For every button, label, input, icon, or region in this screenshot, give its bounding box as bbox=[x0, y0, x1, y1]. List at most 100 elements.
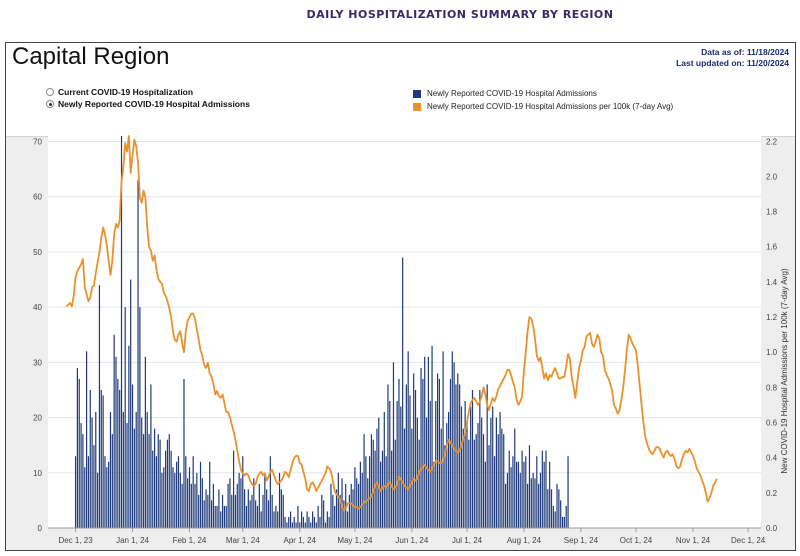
admissions-bar[interactable] bbox=[508, 450, 510, 528]
admissions-bar[interactable] bbox=[313, 516, 316, 528]
admissions-bar[interactable] bbox=[438, 378, 441, 528]
admissions-bar[interactable] bbox=[332, 494, 334, 528]
admissions-bar[interactable] bbox=[528, 445, 531, 528]
admissions-bar[interactable] bbox=[525, 456, 527, 528]
admissions-bar[interactable] bbox=[323, 500, 325, 528]
admissions-bar[interactable] bbox=[534, 478, 536, 528]
admissions-bar[interactable] bbox=[153, 428, 156, 528]
admissions-bar[interactable] bbox=[256, 505, 259, 528]
admissions-bar[interactable] bbox=[216, 505, 218, 528]
admissions-bar[interactable] bbox=[271, 494, 273, 528]
admissions-bar[interactable] bbox=[427, 356, 429, 528]
admissions-bar[interactable] bbox=[459, 384, 461, 528]
admissions-bar[interactable] bbox=[135, 412, 137, 528]
admissions-bar[interactable] bbox=[93, 445, 95, 528]
admissions-bar[interactable] bbox=[185, 456, 187, 528]
admissions-bar[interactable] bbox=[482, 434, 485, 528]
admissions-bar[interactable] bbox=[128, 345, 130, 528]
admissions-bar[interactable] bbox=[236, 483, 238, 528]
admissions-bar[interactable] bbox=[225, 505, 227, 528]
admissions-bar[interactable] bbox=[212, 483, 214, 528]
admissions-bar[interactable] bbox=[339, 494, 341, 528]
admissions-bar[interactable] bbox=[286, 522, 288, 528]
admissions-bar[interactable] bbox=[554, 511, 556, 528]
admissions-bar[interactable] bbox=[201, 478, 203, 528]
admissions-bar[interactable] bbox=[130, 279, 132, 528]
admissions-bar[interactable] bbox=[464, 401, 466, 528]
admissions-bar[interactable] bbox=[523, 461, 525, 528]
admissions-bar[interactable] bbox=[137, 180, 139, 529]
admissions-bar[interactable] bbox=[365, 456, 367, 528]
admissions-bar[interactable] bbox=[517, 461, 520, 528]
admissions-bar[interactable] bbox=[74, 456, 77, 528]
admissions-bar[interactable] bbox=[131, 384, 134, 528]
admissions-bar[interactable] bbox=[370, 434, 373, 528]
admissions-bar[interactable] bbox=[471, 389, 474, 528]
admissions-bar[interactable] bbox=[561, 516, 564, 528]
admissions-bar[interactable] bbox=[539, 472, 542, 528]
admissions-bar[interactable] bbox=[234, 494, 237, 528]
admissions-bar[interactable] bbox=[343, 500, 345, 528]
admissions-bar[interactable] bbox=[383, 412, 385, 528]
admissions-bar[interactable] bbox=[492, 406, 494, 528]
admissions-bar[interactable] bbox=[220, 511, 222, 528]
admissions-bar[interactable] bbox=[168, 434, 170, 528]
admissions-bar[interactable] bbox=[166, 439, 169, 528]
admissions-bar[interactable] bbox=[335, 489, 338, 528]
admissions-bar[interactable] bbox=[506, 472, 509, 528]
admissions-bar[interactable] bbox=[449, 378, 452, 528]
admissions-bar[interactable] bbox=[481, 417, 483, 528]
admissions-bar[interactable] bbox=[221, 494, 224, 528]
admissions-bar[interactable] bbox=[499, 412, 501, 528]
admissions-bar[interactable] bbox=[519, 472, 521, 528]
admissions-bar[interactable] bbox=[380, 461, 382, 528]
admissions-bar[interactable] bbox=[304, 522, 306, 528]
radio-button-icon[interactable] bbox=[46, 88, 54, 96]
admissions-bar[interactable] bbox=[214, 505, 216, 528]
admissions-bar[interactable] bbox=[416, 417, 418, 528]
admissions-bar[interactable] bbox=[558, 489, 560, 528]
admissions-bar[interactable] bbox=[142, 434, 145, 528]
admissions-bar[interactable] bbox=[306, 511, 308, 528]
admissions-bar[interactable] bbox=[455, 384, 457, 528]
admissions-bar[interactable] bbox=[139, 307, 141, 528]
admissions-bar[interactable] bbox=[80, 423, 82, 528]
admissions-bar[interactable] bbox=[210, 500, 213, 528]
admissions-bar[interactable] bbox=[122, 412, 124, 528]
admissions-bar[interactable] bbox=[119, 389, 121, 528]
admissions-bar[interactable] bbox=[104, 456, 106, 528]
admissions-bar[interactable] bbox=[289, 511, 292, 528]
admissions-bar[interactable] bbox=[91, 417, 93, 528]
admissions-bar[interactable] bbox=[163, 467, 165, 528]
admissions-bar[interactable] bbox=[78, 378, 80, 528]
admissions-bar[interactable] bbox=[337, 472, 339, 528]
admissions-bar[interactable] bbox=[98, 285, 101, 528]
admissions-bar[interactable] bbox=[174, 472, 176, 528]
admissions-bar[interactable] bbox=[429, 401, 431, 528]
admissions-bar[interactable] bbox=[486, 384, 488, 528]
admissions-bar[interactable] bbox=[549, 461, 551, 528]
admissions-bar[interactable] bbox=[187, 478, 189, 528]
admissions-bar[interactable] bbox=[402, 257, 404, 528]
admissions-bar[interactable] bbox=[157, 434, 159, 528]
admissions-bar[interactable] bbox=[374, 450, 376, 528]
admissions-bar[interactable] bbox=[264, 472, 266, 528]
admissions-bar[interactable] bbox=[299, 522, 301, 528]
admissions-bar[interactable] bbox=[510, 467, 512, 528]
admissions-bar[interactable] bbox=[409, 395, 411, 528]
admissions-bar[interactable] bbox=[183, 378, 185, 528]
admissions-bar[interactable] bbox=[179, 472, 181, 528]
admissions-bar[interactable] bbox=[146, 412, 148, 528]
admissions-bar[interactable] bbox=[512, 456, 514, 528]
admissions-bar[interactable] bbox=[245, 505, 248, 528]
admissions-bar[interactable] bbox=[319, 516, 321, 528]
admissions-bar[interactable] bbox=[155, 456, 158, 528]
admissions-bar[interactable] bbox=[170, 450, 172, 528]
admissions-bar[interactable] bbox=[282, 494, 284, 528]
admissions-bar[interactable] bbox=[448, 412, 450, 528]
admissions-bar[interactable] bbox=[242, 456, 244, 528]
admissions-bar[interactable] bbox=[199, 461, 202, 528]
admissions-bar[interactable] bbox=[387, 384, 389, 528]
admissions-bar[interactable] bbox=[453, 362, 455, 528]
admissions-bar[interactable] bbox=[117, 378, 119, 528]
